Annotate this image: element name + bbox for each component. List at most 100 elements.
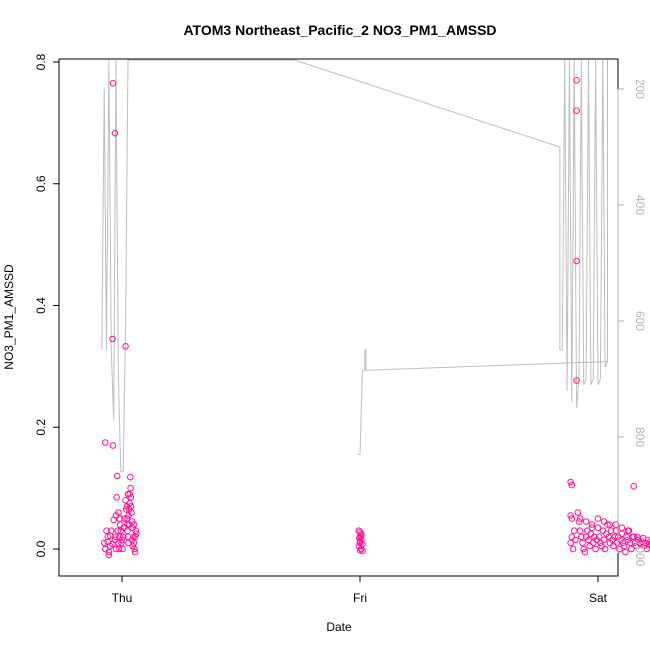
data-point (594, 515, 602, 522)
x-tick-label: Sat (589, 591, 608, 605)
data-point (624, 527, 632, 535)
x-tick-label: Thu (112, 591, 133, 605)
data-point (129, 542, 136, 550)
data-point (359, 540, 366, 548)
data-point (580, 545, 588, 553)
data-point (595, 533, 603, 541)
data-point (125, 512, 132, 519)
data-point (567, 539, 574, 547)
data-point (568, 481, 576, 489)
y-axis-label: NO3_PM1_AMSSD (2, 264, 16, 370)
data-point (612, 521, 620, 528)
data-point (124, 521, 131, 528)
data-point (587, 530, 595, 538)
y-tick-label: 0.2 (34, 419, 48, 436)
data-point (111, 129, 119, 137)
data-point (568, 515, 576, 522)
data-point (356, 534, 363, 542)
data-point (121, 515, 128, 522)
data-point (122, 343, 129, 350)
data-point (119, 533, 127, 541)
y2-tick-label: 600 (633, 311, 647, 331)
y-tick-label: 0.0 (34, 540, 48, 557)
data-point (576, 527, 584, 535)
bottom-axis: Thu Fri Sat (112, 575, 608, 605)
y-tick-label: 0.8 (34, 53, 48, 70)
data-point (573, 77, 580, 84)
data-point (592, 545, 599, 553)
scatter-points-layer (100, 77, 650, 559)
data-point (357, 530, 365, 538)
pressure-line-layer (101, 59, 608, 473)
data-point (126, 500, 133, 507)
data-point (567, 478, 574, 486)
data-point (618, 524, 626, 532)
data-point (630, 533, 638, 541)
data-point (647, 538, 650, 545)
data-point (600, 536, 608, 544)
data-point (599, 527, 607, 535)
data-point (613, 539, 621, 547)
data-point (124, 527, 131, 535)
data-point (127, 494, 135, 501)
data-point (573, 377, 580, 384)
data-point (616, 545, 623, 553)
data-point (622, 548, 629, 556)
data-point (357, 536, 365, 544)
data-point (626, 539, 634, 547)
data-point (103, 527, 110, 535)
data-point (113, 472, 121, 480)
y2-tick-label: 200 (633, 79, 647, 99)
data-point (620, 542, 628, 550)
data-point (112, 512, 120, 519)
y-tick-label: 0.6 (34, 175, 48, 192)
data-point (119, 545, 126, 553)
y2-tick-label: 1000 (633, 540, 647, 567)
pressure-line-segment (357, 349, 608, 455)
data-point (579, 539, 586, 547)
data-point (586, 542, 594, 550)
data-point (109, 80, 117, 87)
data-point (610, 542, 617, 550)
data-point (131, 548, 139, 556)
right-axis: 200 400 600 800 1000 (617, 79, 647, 567)
data-point (112, 545, 120, 553)
data-point (578, 533, 585, 541)
data-point (600, 518, 608, 525)
x-axis-label: Date (326, 620, 352, 634)
data-point (568, 533, 576, 541)
data-point (612, 527, 620, 535)
data-point (102, 439, 109, 446)
data-point (567, 512, 574, 519)
data-point (118, 539, 125, 547)
data-point (588, 521, 596, 528)
data-point (118, 536, 126, 544)
data-point (130, 521, 138, 528)
data-point (588, 524, 596, 532)
y2-tick-label: 400 (633, 195, 647, 215)
data-point (105, 548, 113, 556)
data-point (589, 539, 597, 547)
data-point (125, 506, 133, 513)
data-point (132, 527, 139, 535)
data-point (127, 484, 134, 492)
pressure-line (101, 59, 608, 473)
data-point (113, 494, 120, 501)
data-point (601, 545, 609, 553)
data-point (648, 542, 650, 549)
data-point (581, 548, 589, 556)
data-point (102, 545, 109, 553)
data-point (109, 335, 116, 343)
data-point (122, 506, 130, 513)
y2-tick-label: 800 (633, 427, 647, 447)
data-point (100, 539, 108, 547)
data-point (356, 546, 364, 554)
data-point (104, 538, 111, 546)
data-point (585, 536, 592, 544)
data-point (115, 545, 123, 553)
data-point (109, 442, 117, 449)
data-point (630, 483, 638, 490)
data-point (127, 473, 134, 481)
chart-title: ATOM3 Northeast_Pacific_2 NO3_PM1_AMSSD (183, 22, 496, 38)
